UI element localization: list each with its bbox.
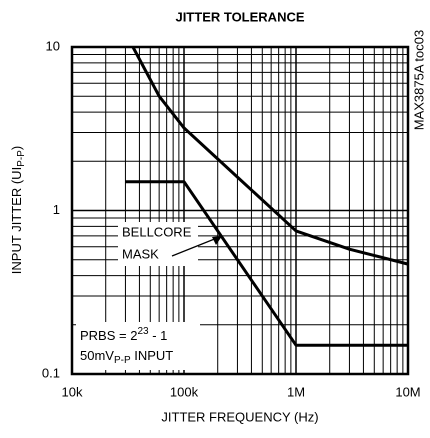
annotation-bg	[118, 222, 198, 266]
prbs-label: PRBS = 223 - 1	[80, 326, 167, 344]
subscript: P-P	[114, 355, 131, 366]
x-tick-label: 10k	[62, 384, 83, 399]
input-label: 50mVP-P INPUT	[80, 348, 173, 365]
text: )	[9, 146, 24, 150]
mask-label: MASK	[122, 246, 159, 261]
series-line	[125, 180, 408, 347]
side-note: MAX3875A toc03	[411, 30, 426, 130]
y-tick-label: 10	[46, 38, 60, 53]
x-tick-label: 10M	[395, 384, 420, 399]
mask-label: BELLCORE	[122, 224, 192, 239]
superscript: 23	[137, 326, 149, 337]
text: - 1	[149, 328, 168, 343]
subscript: P-P	[16, 150, 27, 167]
y-tick-label: 1	[53, 202, 60, 217]
x-tick-label: 1M	[287, 384, 305, 399]
text: INPUT JITTER (UI	[9, 167, 24, 274]
y-axis-label: INPUT JITTER (UIP-P)	[9, 146, 26, 274]
text: PRBS = 2	[80, 328, 137, 343]
x-tick-label: 100k	[170, 384, 199, 399]
chart-title: JITTER TOLERANCE	[175, 9, 304, 24]
x-axis-label: JITTER FREQUENCY (Hz)	[161, 409, 318, 424]
annotation-bg	[76, 322, 200, 370]
y-tick-label: 0.1	[42, 365, 60, 380]
arrow-head	[212, 236, 222, 245]
text: INPUT	[131, 348, 174, 363]
text: 50mV	[80, 348, 114, 363]
series-line	[131, 46, 409, 266]
lines	[125, 46, 409, 347]
plot-frame	[70, 45, 410, 376]
